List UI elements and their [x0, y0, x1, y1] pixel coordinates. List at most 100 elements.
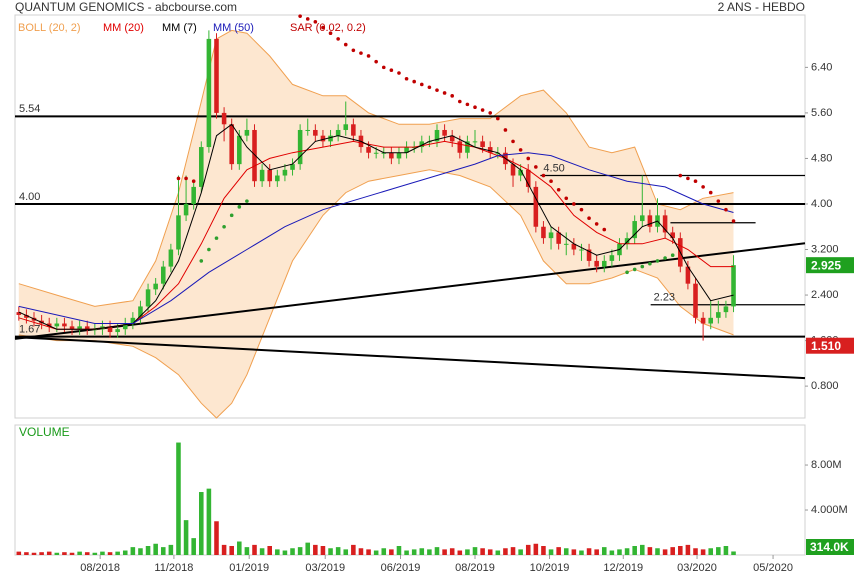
candle-body [419, 141, 425, 148]
candle-body [191, 186, 196, 204]
sar-dot [359, 51, 363, 55]
volume-bar [328, 548, 333, 555]
candle-body [731, 265, 736, 307]
price-tag-label: 2.925 [811, 258, 841, 272]
candle-body [214, 38, 219, 113]
sar-dot [450, 94, 454, 98]
volume-bar [662, 549, 668, 555]
candle-body [335, 129, 341, 136]
sar-dot [229, 213, 234, 218]
candle-body [601, 260, 607, 267]
candle-body [693, 283, 698, 318]
candle-body [62, 323, 67, 327]
volume-bar [115, 551, 120, 555]
volume-bar [480, 548, 485, 555]
volume-bar [434, 547, 440, 555]
volume-bar [267, 546, 272, 555]
candle-body [282, 169, 288, 176]
sar-dot [435, 88, 439, 92]
sar-dot [313, 20, 318, 24]
bollinger-fill [18, 30, 734, 419]
y-tick-label: 3.200 [811, 243, 839, 255]
candle-body [366, 147, 371, 153]
volume-bar [716, 547, 721, 555]
trend-label: 4.50 [543, 162, 564, 174]
candle-body [115, 329, 120, 333]
candle-body [396, 152, 402, 159]
sar-dot [526, 156, 531, 161]
candle-body [541, 226, 546, 239]
volume-bar [389, 549, 394, 555]
y-tick-label: 4.000M [811, 504, 848, 516]
candle-body [252, 129, 257, 182]
candle-body [267, 169, 272, 182]
price-panel [14, 14, 806, 419]
volume-bar [313, 544, 318, 555]
y-tick-label: 0.800 [811, 380, 839, 392]
legend-entry: SAR (0.02, 0.2) [290, 22, 366, 34]
candle-body [563, 243, 569, 245]
volume-tag-label: 314.0K [810, 540, 849, 554]
x-tick-label: 03/2019 [305, 562, 345, 574]
sar-dot [480, 108, 485, 112]
candle-body [518, 169, 523, 176]
y-tick-label: 5.60 [811, 107, 832, 119]
volume-bar [16, 551, 22, 555]
volume-bar [84, 552, 90, 555]
candle-body [723, 306, 729, 313]
volume-bar [708, 548, 713, 555]
candle-body [510, 164, 516, 176]
candle-body [556, 232, 561, 244]
x-tick-label: 05/2020 [753, 562, 793, 574]
candle-body [69, 326, 75, 330]
volume-bar [366, 549, 371, 555]
sar-dot [412, 79, 416, 84]
volume-bar [320, 546, 326, 555]
candle-body [708, 317, 713, 324]
sar-dot [686, 176, 690, 181]
candle-body [472, 141, 478, 143]
sar-dot [336, 37, 340, 41]
sar-dot [625, 270, 629, 275]
sar-dot [648, 261, 652, 266]
volume-bar [685, 544, 691, 555]
candle-body [176, 215, 181, 250]
price-tag [806, 337, 854, 354]
volume-bar [130, 547, 136, 555]
candle-body [206, 38, 212, 148]
sar-dot [458, 99, 462, 104]
volume-bar [69, 552, 75, 555]
sar-dot [442, 91, 447, 95]
candle-body [586, 249, 592, 261]
volume-bar [556, 547, 561, 555]
candle-body [571, 243, 577, 250]
candle-body [373, 152, 379, 154]
sar-dot [632, 267, 637, 272]
sar-dot [473, 105, 477, 110]
volume-bar [24, 552, 29, 555]
sar-dot [556, 187, 561, 192]
legend-entry: MM (20) [103, 22, 144, 34]
volume-bar [77, 551, 82, 555]
sar-dot [465, 102, 470, 107]
sar-dot [564, 196, 569, 201]
volume-bar [358, 548, 364, 555]
sar-dot [670, 253, 675, 258]
sar-dot [594, 222, 599, 226]
sar-dot [427, 85, 432, 90]
candle-body [670, 232, 675, 239]
volume-bar [145, 546, 151, 555]
volume-bar [31, 552, 37, 555]
sar-dot [397, 71, 401, 75]
volume-bar [290, 548, 295, 555]
volume-panel [14, 424, 806, 556]
level-label: 5.54 [19, 103, 40, 115]
volume-bar [571, 549, 577, 555]
volume-bar [594, 549, 599, 555]
volume-bar [525, 544, 531, 555]
sar-dot [503, 128, 508, 132]
candle-body [229, 124, 234, 165]
volume-bar [609, 550, 615, 555]
candle-body [54, 323, 60, 327]
